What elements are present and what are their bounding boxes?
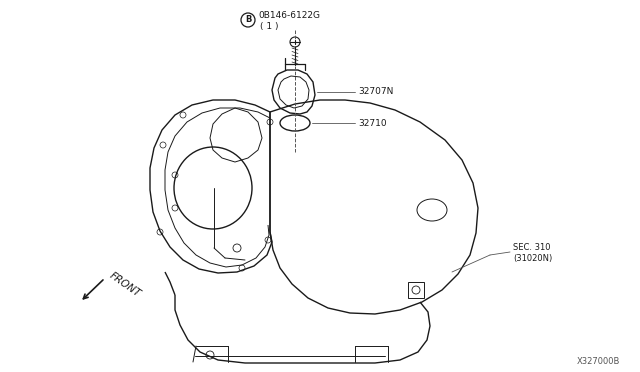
Text: ( 1 ): ( 1 ) bbox=[260, 22, 278, 32]
Text: 32710: 32710 bbox=[358, 119, 387, 128]
Text: B: B bbox=[245, 16, 251, 25]
Text: SEC. 310: SEC. 310 bbox=[513, 244, 550, 253]
Text: (31020N): (31020N) bbox=[513, 253, 552, 263]
Text: X327000B: X327000B bbox=[577, 357, 620, 366]
Text: 32707N: 32707N bbox=[358, 87, 394, 96]
Text: 0B146-6122G: 0B146-6122G bbox=[258, 12, 320, 20]
Text: FRONT: FRONT bbox=[108, 271, 143, 299]
